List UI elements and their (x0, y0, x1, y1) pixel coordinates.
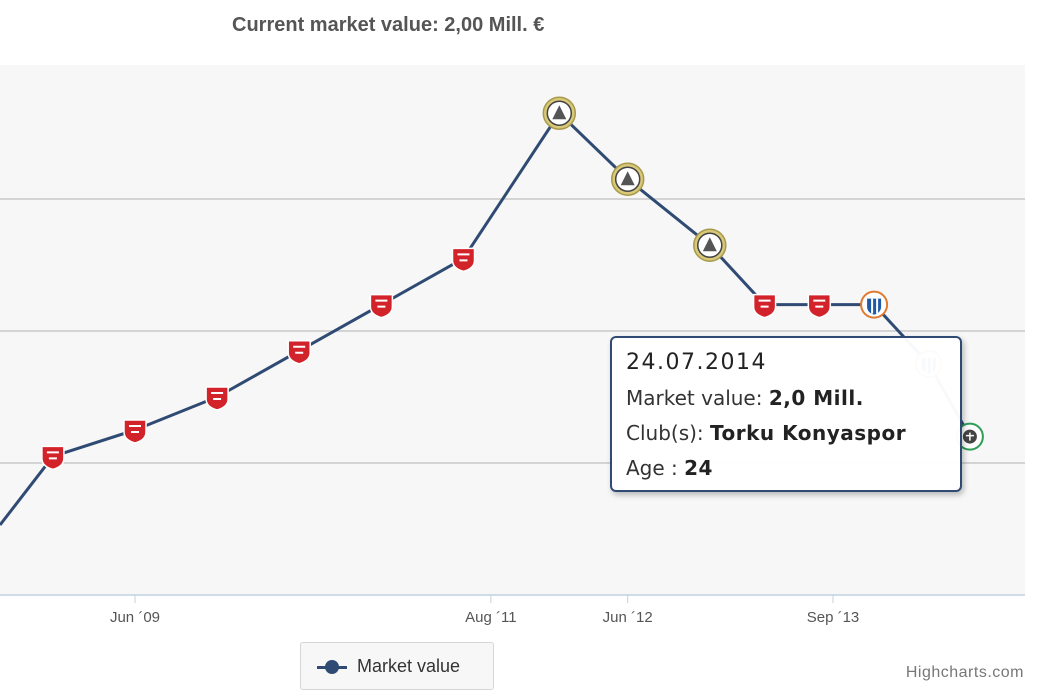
data-point-6[interactable] (369, 293, 394, 319)
tooltip-clubs: Torku Konyaspor (710, 421, 907, 445)
legend-item-market-value[interactable]: Market value (357, 656, 461, 676)
data-markers[interactable] (41, 96, 984, 471)
tooltip-clubs-row: Club(s): Torku Konyaspor (626, 416, 946, 451)
x-axis-ticks: Jun ´09 Aug ´11 Jun ´12 Sep ´13 (110, 595, 859, 626)
tooltip-age-row: Age : 24 (626, 451, 946, 486)
data-point-3[interactable] (123, 419, 147, 444)
tooltip-market-value: 2,0 Mill. (768, 386, 864, 410)
legend-marker-symbol (325, 660, 339, 674)
data-point-11[interactable] (752, 293, 777, 319)
plot-background (0, 65, 1025, 595)
legend[interactable]: Market value (300, 642, 494, 690)
data-point-5[interactable] (287, 340, 311, 365)
tooltip-market-value-label: Market value: (626, 386, 763, 410)
data-point-13[interactable] (860, 290, 889, 319)
x-tick-label-1: Jun ´09 (110, 609, 160, 626)
x-tick-label-2: Aug ´11 (465, 609, 516, 626)
x-tick-label-4: Sep ´13 (807, 609, 860, 626)
tooltip-clubs-label: Club(s): (626, 421, 704, 445)
tooltip-age: 24 (684, 456, 713, 480)
tooltip-date: 24.07.2014 (626, 350, 767, 375)
data-point-2[interactable] (41, 445, 65, 471)
data-point-4[interactable] (205, 386, 229, 411)
tooltip-age-label: Age : (626, 456, 678, 480)
x-tick-label-3: Jun ´12 (603, 609, 653, 626)
data-point-12[interactable] (807, 293, 832, 319)
credits-link[interactable]: Highcharts.com (905, 664, 1024, 681)
tooltip-market-value-row: Market value: 2,0 Mill. (626, 381, 946, 416)
data-point-8[interactable] (542, 96, 577, 130)
tooltip: 24.07.2014 Market value: 2,0 Mill. Club(… (610, 336, 962, 492)
data-point-9[interactable] (610, 162, 645, 196)
data-point-10[interactable] (693, 228, 727, 262)
data-point-15[interactable] (955, 422, 984, 451)
data-point-7[interactable] (451, 247, 476, 273)
chart-title: Current market value: 2,00 Mill. € (232, 14, 545, 36)
